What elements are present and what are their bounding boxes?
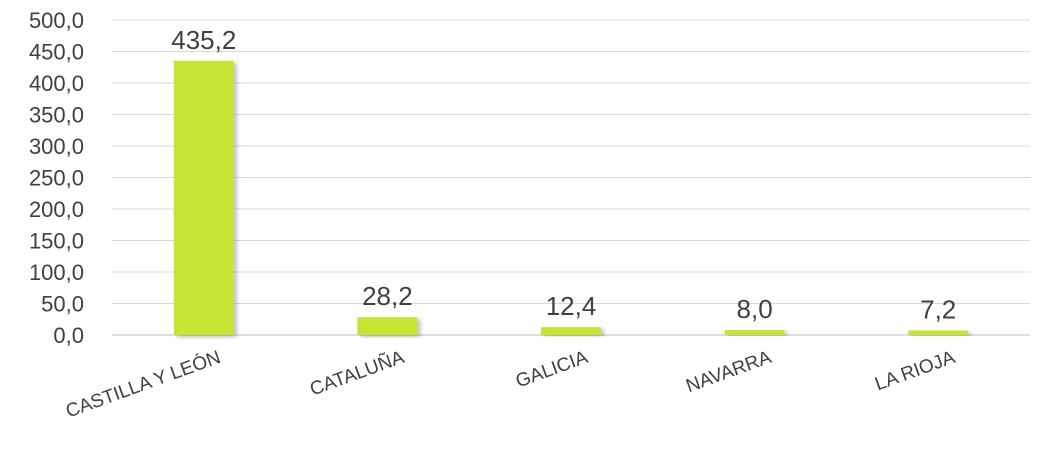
y-tick-label: 400,0 [29, 71, 84, 96]
gridlines [112, 19, 1030, 336]
data-label: 12,4 [546, 291, 597, 321]
category-label: LA RIOJA [872, 347, 958, 395]
y-tick-label: 100,0 [29, 260, 84, 285]
data-label: 8,0 [737, 294, 773, 324]
y-tick-label: 350,0 [29, 103, 84, 128]
y-tick-label: 450,0 [29, 40, 84, 65]
y-tick-label: 150,0 [29, 229, 84, 254]
category-label: CASTILLA Y LEÓN [63, 346, 224, 422]
data-label: 435,2 [171, 25, 236, 55]
bar [173, 60, 234, 335]
bar [908, 330, 969, 335]
data-labels: 435,2 28,2 12,4 8,0 7,2 [171, 25, 956, 325]
y-tick-label: 50,0 [41, 292, 84, 317]
data-label: 7,2 [920, 294, 956, 324]
bar [541, 327, 601, 335]
category-label: NAVARRA [683, 347, 774, 397]
y-tick-label: 0,0 [53, 323, 84, 348]
category-label: GALICIA [513, 347, 591, 392]
y-axis-tick-labels: 0,0 50,0 100,0 150,0 200,0 250,0 300,0 350,0 400… [29, 8, 84, 348]
data-label: 28,2 [362, 281, 413, 311]
category-labels: CASTILLA Y LEÓN CATALUÑA GALICIA NAVARRA LA … [63, 346, 958, 423]
bars [173, 60, 969, 335]
y-tick-label: 250,0 [29, 166, 84, 191]
y-tick-label: 500,0 [29, 8, 84, 33]
category-label: CATALUÑA [307, 346, 407, 400]
bar [357, 317, 418, 335]
y-tick-label: 300,0 [29, 134, 84, 159]
y-tick-label: 200,0 [29, 197, 84, 222]
bar [724, 329, 785, 335]
